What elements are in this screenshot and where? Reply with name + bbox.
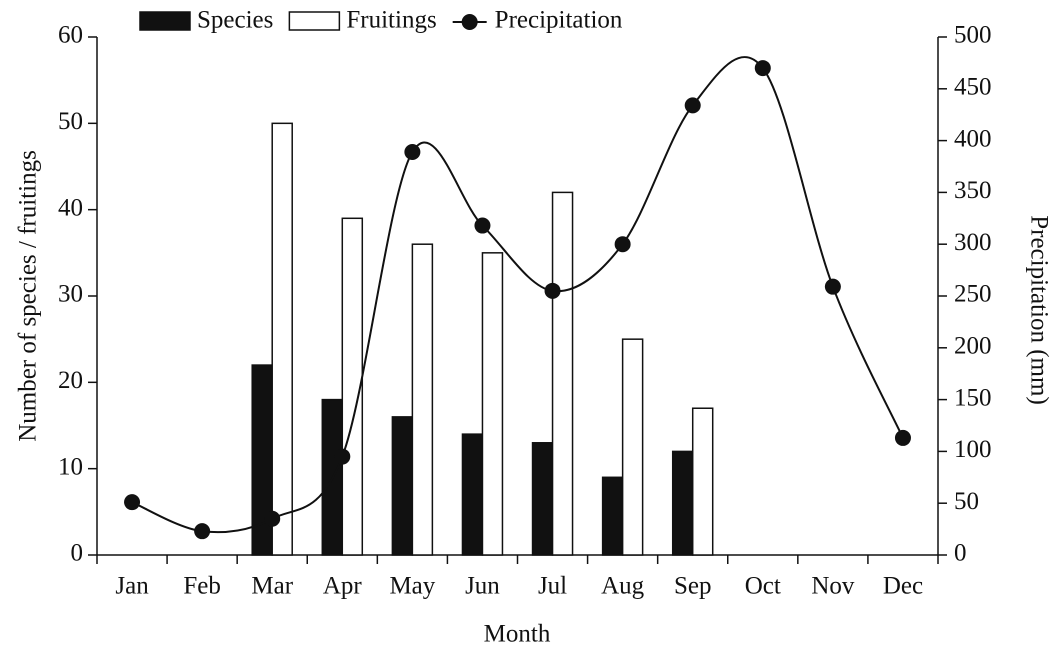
x-tick-label: Jul	[538, 573, 567, 600]
y-tick-label: 20	[58, 367, 83, 394]
line-marker	[894, 429, 911, 446]
y2-tick-label: 0	[954, 540, 967, 567]
y2-tick-label: 100	[954, 436, 992, 463]
bar	[671, 450, 694, 556]
bar	[601, 476, 624, 556]
line-marker	[194, 523, 211, 540]
x-tick-label: May	[389, 573, 435, 600]
legend-label: Species	[197, 7, 273, 34]
y2-tick-label: 250	[954, 281, 992, 308]
legend-label: Precipitation	[495, 7, 623, 34]
y2-tick-label: 50	[954, 488, 979, 515]
line-marker	[334, 448, 351, 465]
x-tick-label: Dec	[883, 573, 923, 600]
x-tick-label: Jun	[465, 573, 500, 600]
line-marker	[544, 282, 561, 299]
y-tick-label: 30	[58, 281, 83, 308]
x-tick-label: Feb	[183, 573, 221, 600]
y-tick-label: 0	[71, 540, 84, 567]
line-marker	[404, 143, 421, 160]
bar	[531, 442, 554, 556]
legend-marker	[461, 14, 478, 30]
line-marker	[474, 217, 491, 234]
legend-label: Fruitings	[346, 7, 436, 34]
y2-tick-label: 450	[954, 74, 992, 101]
x-tick-label: Jan	[115, 573, 149, 600]
y2-axis-label: Precipitation (mm)	[1025, 215, 1052, 405]
y-axis-label: Number of species / fruitings	[15, 150, 42, 442]
bar	[391, 416, 414, 556]
y-tick-label: 50	[58, 108, 83, 135]
bar	[461, 433, 484, 556]
bar	[691, 407, 714, 556]
x-tick-label: Oct	[745, 573, 781, 600]
y2-tick-label: 200	[954, 333, 992, 360]
line-marker	[684, 97, 701, 114]
line-marker	[754, 60, 771, 77]
bar	[411, 243, 434, 556]
bar	[551, 191, 574, 556]
bar	[271, 122, 293, 556]
legend-swatch	[139, 11, 191, 31]
line	[131, 56, 904, 534]
y2-tick-label: 350	[954, 177, 992, 204]
bar	[621, 338, 644, 556]
line-marker	[614, 236, 631, 253]
x-tick-label: Mar	[251, 573, 293, 600]
y2-tick-label: 500	[954, 22, 992, 49]
line-marker	[824, 278, 841, 295]
y2-tick-label: 300	[954, 229, 992, 256]
x-tick-label: Nov	[811, 573, 855, 600]
y-tick-label: 10	[58, 453, 83, 480]
y-tick-label: 60	[58, 22, 83, 49]
line-marker	[264, 510, 281, 527]
legend-swatch	[288, 11, 341, 31]
y2-tick-label: 150	[954, 384, 992, 411]
x-axis-label: Month	[484, 621, 551, 648]
x-tick-label: Sep	[674, 573, 712, 600]
bar	[481, 252, 504, 556]
y2-tick-label: 400	[954, 125, 992, 152]
y-tick-label: 40	[58, 194, 83, 221]
line-marker	[124, 494, 141, 511]
x-tick-label: Apr	[323, 573, 363, 600]
x-tick-label: Aug	[601, 573, 645, 600]
bar	[341, 217, 364, 556]
